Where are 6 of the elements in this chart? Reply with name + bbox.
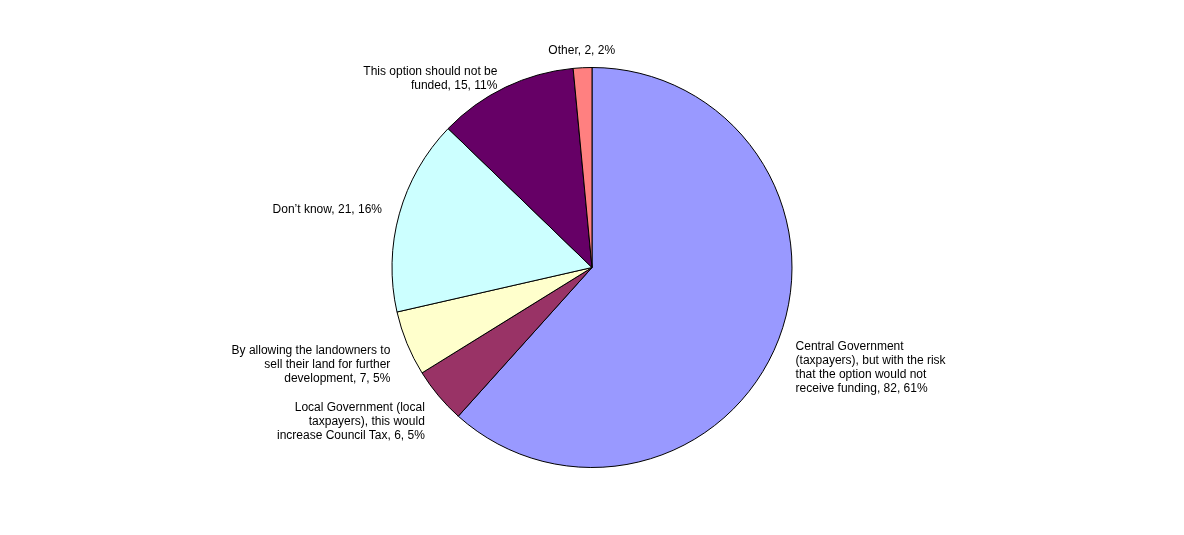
slice-label: Central Government (taxpayers), but with the risk that the option would not receive funding, 82, 61% — [795, 338, 947, 395]
slice-label: By allowing the landowners to sell their land for further development, 7, 5% — [231, 343, 391, 386]
slice-label: Don’t know, 21, 16% — [272, 202, 383, 217]
slice-label: Local Government (local taxpayers), this would increase Council Tax, 6, 5% — [276, 400, 426, 443]
slice-label: This option should not be funded, 15, 11% — [363, 64, 498, 93]
slice-label: Other, 2, 2% — [548, 42, 616, 57]
